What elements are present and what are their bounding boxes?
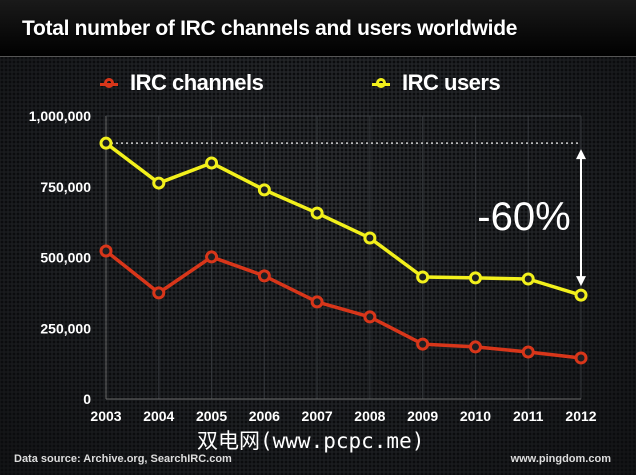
x-tick-label: 2004: [143, 408, 174, 424]
axes: 0 250,000 500,000 750,000 1,000,000 2003 2004 2…: [29, 108, 597, 424]
series-layer: [99, 136, 588, 365]
arrow-head-down: [576, 276, 586, 287]
data-point: [468, 340, 482, 354]
data-point: [521, 345, 535, 359]
y-tick-label: 0: [83, 391, 91, 407]
x-tick-label: 2009: [407, 408, 438, 424]
data-point: [363, 310, 377, 324]
data-point: [152, 176, 166, 190]
data-point: [310, 295, 324, 309]
x-tick-label: 2003: [90, 408, 121, 424]
data-point: [205, 250, 219, 264]
legend-label-channels: IRC channels: [130, 70, 264, 95]
legend-item-users: IRC users: [372, 70, 501, 95]
series-line: [104, 141, 582, 297]
series-line: [104, 249, 582, 360]
x-tick-label: 2012: [565, 408, 596, 424]
data-point: [574, 351, 588, 365]
x-tick-label: 2010: [460, 408, 491, 424]
watermark: 双电网(www.pcpc.me): [197, 429, 425, 453]
legend-marker-users: [372, 78, 390, 88]
data-point: [205, 156, 219, 170]
x-tick-label: 2006: [249, 408, 280, 424]
series-irc-channels: [99, 244, 588, 365]
legend-marker-channels: [100, 78, 118, 88]
data-point: [363, 231, 377, 245]
chart-title: Total number of IRC channels and users w…: [22, 17, 518, 40]
data-point: [257, 183, 271, 197]
title-bar: Total number of IRC channels and users w…: [0, 0, 636, 57]
data-point: [521, 272, 535, 286]
y-tick-label: 250,000: [40, 320, 91, 336]
series-irc-users: [99, 136, 588, 302]
legend-item-channels: IRC channels: [100, 70, 264, 95]
x-tick-label: 2008: [354, 408, 385, 424]
x-tick-label: 2005: [196, 408, 227, 424]
annotation-layer: -60%: [106, 142, 586, 287]
data-point: [257, 269, 271, 283]
data-point: [468, 271, 482, 285]
y-tick-label: 1,000,000: [29, 108, 91, 124]
x-tick-label: 2007: [302, 408, 333, 424]
data-point: [574, 288, 588, 302]
arrow-head-up: [576, 149, 586, 160]
data-point: [416, 337, 430, 351]
data-point: [310, 206, 324, 220]
y-tick-label: 750,000: [40, 179, 91, 195]
data-source: Data source: Archive.org, SearchIRC.com: [14, 453, 232, 465]
grid: [105, 115, 582, 399]
annotation-label: -60%: [477, 195, 570, 239]
legend-label-users: IRC users: [402, 70, 501, 95]
data-point: [99, 136, 113, 150]
site-link[interactable]: www.pingdom.com: [510, 453, 611, 465]
x-tick-label: 2011: [513, 408, 544, 424]
data-point: [416, 270, 430, 284]
data-point: [152, 286, 166, 300]
data-point: [99, 244, 113, 258]
y-tick-label: 500,000: [40, 250, 91, 266]
